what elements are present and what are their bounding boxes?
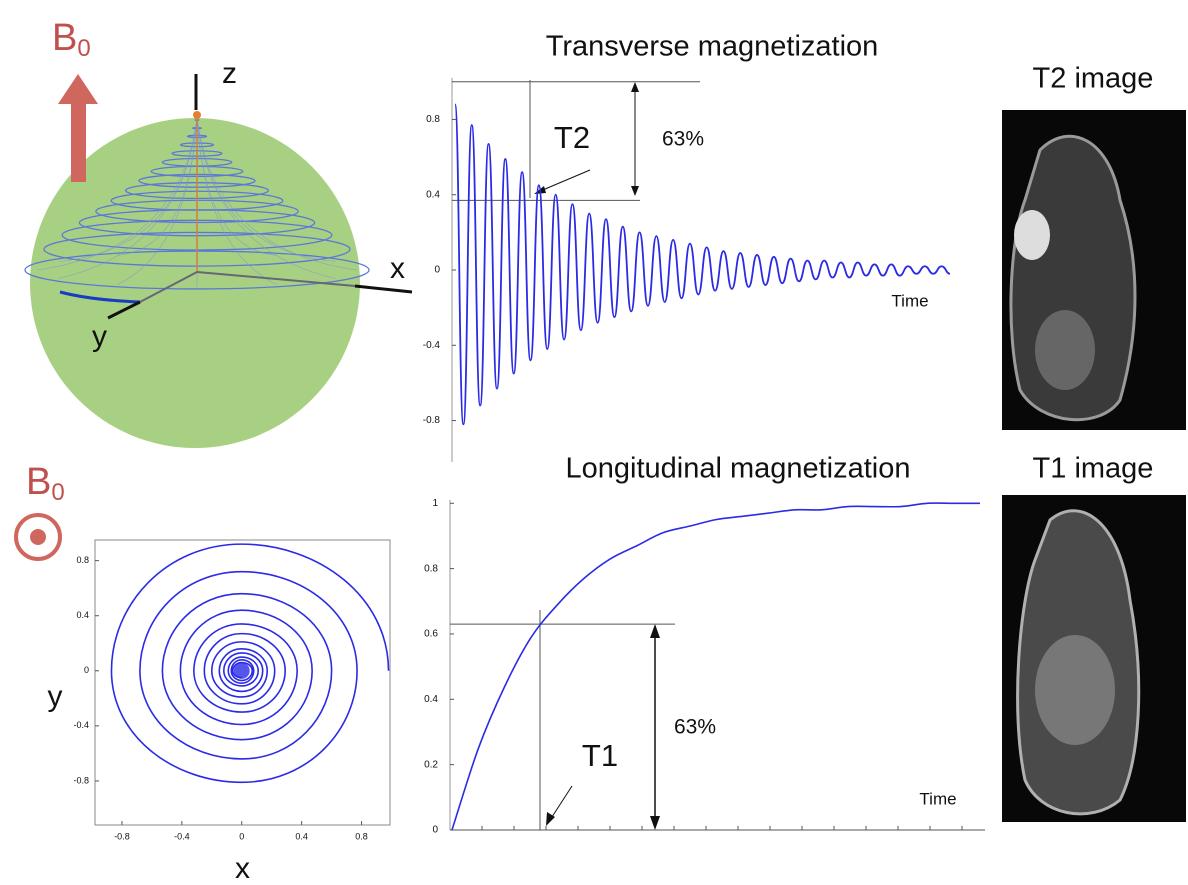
marker-label: T1	[582, 738, 618, 773]
y-axis-inner	[139, 271, 198, 303]
x-axis	[354, 284, 413, 294]
y-tick-label: 0.8	[424, 563, 438, 574]
arrow-head	[631, 82, 639, 92]
arrow-head	[546, 812, 555, 826]
b0-label: B0	[26, 461, 65, 506]
x-tick-label: -0.8	[114, 831, 130, 841]
y-tick-label: -0.4	[423, 340, 441, 351]
x-axis-title: Time	[891, 291, 928, 310]
apex	[193, 111, 201, 119]
y-tick-label: 0.4	[426, 189, 440, 200]
b0-base: B	[26, 461, 51, 503]
cone-line	[196, 116, 358, 271]
plot-frame	[94, 539, 391, 826]
x-tick-label: 0.4	[295, 831, 308, 841]
y-axis	[107, 300, 141, 320]
pointer-arrow	[537, 169, 591, 193]
spiral-core	[233, 662, 250, 679]
arrow-head	[631, 186, 639, 196]
b0-out-of-plane	[14, 513, 62, 561]
pointer-arrow	[549, 785, 573, 821]
arrow-head	[650, 816, 660, 830]
cone-line	[58, 116, 198, 262]
x-axis-inner	[196, 271, 356, 287]
y-tick-label: 0.4	[424, 694, 438, 705]
y-tick-label: 0	[432, 825, 438, 836]
arrow-head	[650, 624, 660, 638]
data-line	[454, 103, 951, 426]
t2-region	[1035, 310, 1095, 390]
x-axis-title: x	[235, 852, 250, 885]
x-axis-title: Time	[919, 789, 956, 808]
b0-sub: 0	[77, 35, 90, 62]
b0-label: B0	[52, 17, 91, 62]
chart-title: Transverse magnetization	[546, 31, 879, 63]
chart-title: Longitudinal magnetization	[565, 453, 910, 485]
t2-bright-region	[1014, 210, 1050, 260]
b0-arrow-head	[58, 74, 98, 104]
x-tick-label: 0	[239, 831, 244, 841]
x-tick-label: -0.4	[174, 831, 190, 841]
marker-label: T2	[554, 120, 590, 155]
y-tick-label: -0.8	[423, 415, 441, 426]
y-tick-label: 0.2	[424, 759, 438, 770]
y-tick-label: 0.8	[76, 555, 89, 565]
y-tick-label: 1	[432, 498, 438, 509]
cone-line	[196, 116, 336, 262]
cone-line	[36, 116, 198, 271]
y-tick-label: 0.4	[76, 610, 89, 620]
axis-label: y	[92, 320, 107, 353]
percent-label: 63%	[662, 128, 704, 151]
y-tick-label: -0.4	[73, 720, 89, 730]
image-label: T1 image	[1033, 453, 1154, 485]
cone-line	[116, 116, 198, 256]
percent-label: 63%	[674, 716, 716, 739]
y-tick-label: 0	[434, 265, 440, 276]
axis-label: x	[390, 252, 405, 285]
b0-sub: 0	[51, 479, 64, 506]
image-label: T2 image	[1033, 63, 1154, 95]
sphere	[30, 118, 360, 448]
b0-dot	[30, 529, 46, 545]
axis-label: z	[222, 57, 237, 90]
data-line	[451, 502, 980, 831]
b0-base: B	[52, 17, 77, 59]
data-line	[110, 543, 390, 784]
y-tick-label: 0	[84, 665, 89, 675]
y-tick-label: 0.8	[426, 114, 440, 125]
b0-arrow-shaft	[71, 100, 86, 182]
y-tick-label: -0.8	[73, 775, 89, 785]
y-tick-label: 0.6	[424, 629, 438, 640]
x-tick-label: 0.8	[355, 831, 368, 841]
t1-region	[1035, 635, 1115, 745]
y-axis-title: y	[48, 680, 63, 713]
initial-arm	[59, 290, 141, 304]
cone-line	[196, 116, 278, 256]
